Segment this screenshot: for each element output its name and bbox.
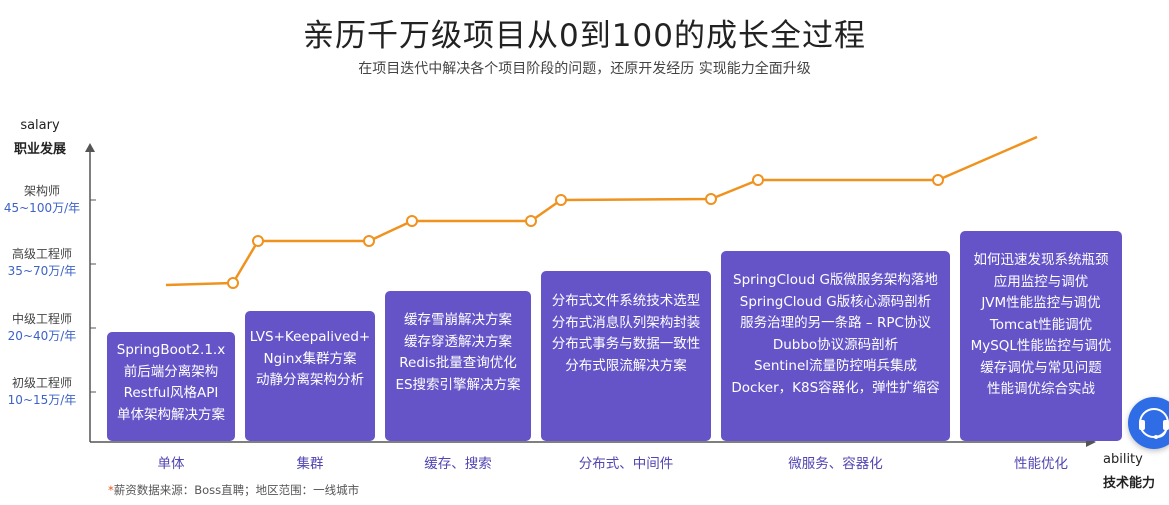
growth-point xyxy=(555,194,567,206)
stage-item: JVM性能监控与调优 xyxy=(981,295,1101,311)
level-architect: 架构师 45~100万/年 xyxy=(0,183,84,217)
stage-label-cache-search: 缓存、搜索 xyxy=(424,456,492,472)
stage-item: 缓存穿透解决方案 xyxy=(404,333,512,350)
stage-item: Restful风格API xyxy=(123,385,219,401)
growth-point xyxy=(932,174,944,186)
stage-item: Dubbo协议源码剖析 xyxy=(772,336,899,353)
growth-point xyxy=(363,235,375,247)
growth-point xyxy=(406,215,418,227)
stage-item: 缓存雪崩解决方案 xyxy=(404,312,512,328)
stage-item: 如何迅速发现系统瓶颈 xyxy=(973,252,1109,268)
level-name: 初级工程师 xyxy=(11,376,72,390)
stage-box-cluster: LVS+Keepalived+ Nginx集群方案 动静分离架构分析 xyxy=(245,311,375,441)
stage-box-distributed: 分布式文件系统技术选型 分布式消息队列架构封装 分布式事务与数据一致性 分布式限… xyxy=(541,271,711,441)
stage-item: 分布式事务与数据一致性 xyxy=(551,336,701,352)
y-axis-title-en: salary xyxy=(20,118,60,133)
stage-item: SpringCloud G版微服务架构落地 xyxy=(733,272,938,288)
level-senior: 高级工程师 35~70万/年 xyxy=(0,246,84,280)
headset-icon xyxy=(1139,408,1169,439)
page-subtitle: 在项目迭代中解决各个项目阶段的问题，还原开发经历 实现能力全面升级 xyxy=(358,61,811,77)
level-salary: 45~100万/年 xyxy=(3,201,81,215)
footnote-text: 薪资数据来源：Boss直聘；地区范围：一线城市 xyxy=(113,483,360,497)
page-title: 亲历千万级项目从0到100的成长全过程 xyxy=(303,18,866,54)
stage-item: 动静分离架构分析 xyxy=(256,372,364,388)
stage-item: SpringCloud G版核心源码剖析 xyxy=(739,293,932,310)
stage-label-cluster: 集群 xyxy=(296,456,324,472)
level-name: 中级工程师 xyxy=(11,312,72,326)
level-name: 高级工程师 xyxy=(11,247,72,261)
stage-label-monolith: 单体 xyxy=(157,456,185,472)
x-axis-title-en: ability xyxy=(1103,452,1143,467)
stage-item: 缓存调优与常见问题 xyxy=(980,359,1102,376)
stage-item: 分布式限流解决方案 xyxy=(565,357,687,374)
stage-item: LVS+Keepalived+ xyxy=(249,329,371,345)
growth-point xyxy=(525,215,537,227)
stage-box-cache-search: 缓存雪崩解决方案 缓存穿透解决方案 Redis批量查询优化 ES搜索引擎解决方案 xyxy=(385,291,531,441)
level-name: 架构师 xyxy=(23,184,60,198)
stage-item: Docker，K8S容器化，弹性扩缩容 xyxy=(731,379,940,396)
stage-item: 单体架构解决方案 xyxy=(117,406,225,423)
growth-point xyxy=(252,235,264,247)
level-salary: 20~40万/年 xyxy=(7,329,77,343)
level-salary: 10~15万/年 xyxy=(7,393,77,407)
stage-item: Tomcat性能调优 xyxy=(989,316,1093,333)
stage-item: Redis批量查询优化 xyxy=(399,355,517,371)
level-middle: 中级工程师 20~40万/年 xyxy=(0,311,84,345)
growth-point xyxy=(752,174,764,186)
y-axis-arrow xyxy=(85,143,95,152)
footnote: *薪资数据来源：Boss直聘；地区范围：一线城市 xyxy=(108,482,359,498)
footnote-star: * xyxy=(108,483,114,497)
level-salary: 35~70万/年 xyxy=(7,264,77,278)
stage-item: 应用监控与调优 xyxy=(993,273,1089,290)
stage-item: Sentinel流量防控哨兵集成 xyxy=(753,358,918,374)
level-junior: 初级工程师 10~15万/年 xyxy=(0,375,84,409)
growth-point xyxy=(705,193,717,205)
stage-label-microservices: 微服务、容器化 xyxy=(788,456,883,472)
x-axis-title-zh: 技术能力 xyxy=(1103,476,1156,491)
stage-box-microservices: SpringCloud G版微服务架构落地 SpringCloud G版核心源码… xyxy=(721,251,950,441)
stage-item: 前后端分离架构 xyxy=(123,363,219,380)
stage-item: Nginx集群方案 xyxy=(263,350,357,367)
stage-item: MySQL性能监控与调优 xyxy=(970,338,1112,354)
customer-support-button[interactable] xyxy=(1128,397,1169,449)
stage-label-distributed: 分布式、中间件 xyxy=(578,456,674,472)
stage-item: ES搜索引擎解决方案 xyxy=(395,376,521,393)
stage-item: 分布式文件系统技术选型 xyxy=(551,293,701,309)
stage-item: SpringBoot2.1.x xyxy=(116,342,226,358)
stage-box-monolith: SpringBoot2.1.x 前后端分离架构 Restful风格API 单体架… xyxy=(107,332,235,441)
y-axis-title-zh: 职业发展 xyxy=(13,142,66,157)
growth-point xyxy=(227,277,239,289)
stage-item: 性能调优综合实战 xyxy=(987,381,1095,397)
stage-box-performance: 如何迅速发现系统瓶颈 应用监控与调优 JVM性能监控与调优 Tomcat性能调优… xyxy=(960,231,1122,441)
stage-label-performance: 性能优化 xyxy=(1014,456,1068,472)
stage-item: 分布式消息队列架构封装 xyxy=(551,314,701,331)
stage-item: 服务治理的另一条路 – RPC协议 xyxy=(740,315,931,331)
